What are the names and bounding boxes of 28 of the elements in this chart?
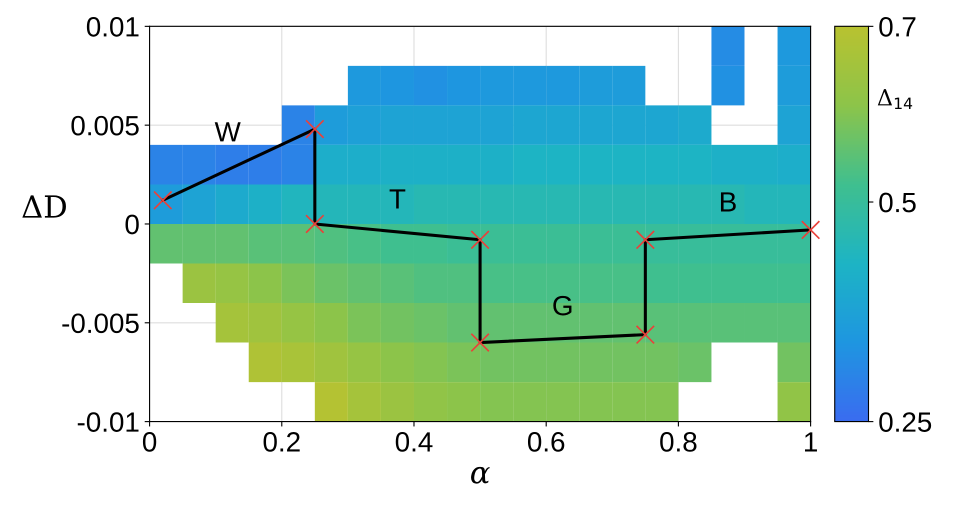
annotation: T [390, 189, 406, 209]
x-axis-title: α [471, 466, 490, 484]
x-tick-label: 0 [142, 432, 156, 452]
y-tick-label: 0.005 [71, 116, 139, 136]
y-axis-title: ΔD [22, 195, 66, 218]
point [470, 230, 490, 250]
x-tick-label: 0.4 [396, 432, 432, 452]
color-bar-label: 0.7 [879, 17, 916, 37]
color-bar-label: 0.5 [879, 192, 916, 212]
x-tick-label: 1 [804, 432, 817, 452]
y-tick-label: -0.005 [62, 313, 139, 334]
point [636, 230, 655, 250]
annotation: W [214, 122, 241, 142]
annotation: G [553, 296, 572, 316]
point [636, 325, 655, 344]
point [305, 119, 324, 139]
x-tick-label: 0.6 [528, 432, 564, 452]
x-tick-label: 0.2 [264, 432, 300, 452]
y-tick-label: 0 [125, 214, 139, 234]
y-tick-label: -0.01 [78, 412, 139, 432]
color-bar-title: Δ$_{14}$ [878, 89, 912, 110]
point [470, 332, 490, 352]
point [305, 214, 324, 234]
annotation: B [720, 192, 736, 212]
color-bar-label: 0.25 [879, 412, 932, 432]
x-tick-label: 0.8 [660, 432, 696, 452]
y-tick-label: 0.01 [86, 17, 138, 37]
point [800, 220, 820, 240]
